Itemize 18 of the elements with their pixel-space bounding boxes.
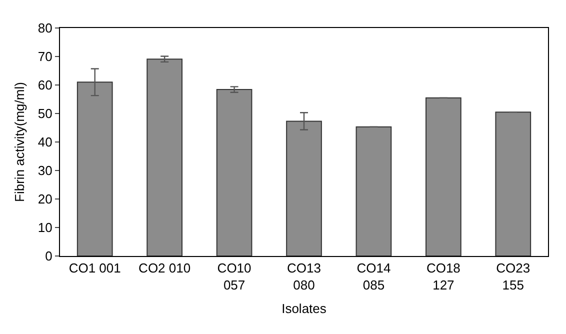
x-tick-label: CO13 080 xyxy=(287,260,321,292)
y-tick-label: 50 xyxy=(38,106,52,122)
y-tick-label: 0 xyxy=(45,248,52,264)
y-axis-title: Fibrin activity(mg/ml) xyxy=(12,82,27,202)
y-tick-label: 60 xyxy=(38,78,52,93)
y-tick-label: 70 xyxy=(38,49,52,64)
y-tick-label: 30 xyxy=(38,163,52,178)
x-tick-label: CO2 010 xyxy=(138,260,191,276)
x-tick-label: CO18 127 xyxy=(426,260,460,292)
y-tick-label: 20 xyxy=(38,192,52,207)
y-tick-label: 80 xyxy=(38,20,52,36)
y-tick-label: 10 xyxy=(38,220,52,236)
x-tick-label: CO10 057 xyxy=(217,260,252,292)
x-axis-title: Isolates xyxy=(282,301,327,316)
x-tick-label: CO23 155 xyxy=(496,260,530,292)
x-tick-label: CO14 085 xyxy=(356,260,391,292)
y-tick-label: 40 xyxy=(38,134,52,150)
x-tick-label: CO1 001 xyxy=(68,260,121,276)
